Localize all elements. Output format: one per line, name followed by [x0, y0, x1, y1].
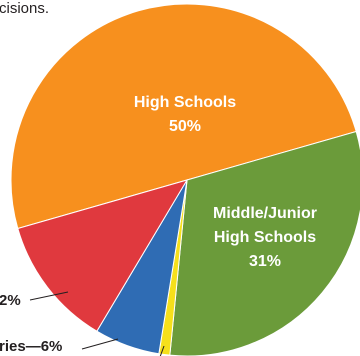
slice-label: Middle/Junior	[213, 205, 317, 222]
pie	[10, 3, 360, 356]
pie-slice	[10, 3, 357, 230]
leader-line	[159, 345, 165, 356]
pie-slice	[169, 130, 360, 356]
slice-label: ries—6%	[0, 338, 62, 355]
slice-label: High Schools	[134, 94, 236, 111]
slice-label: High Schools	[214, 229, 316, 246]
slice-value-label: 31%	[249, 253, 281, 270]
slice-label: 2%	[0, 292, 21, 309]
slice-value-label: 50%	[169, 118, 201, 135]
leader-line	[81, 338, 119, 350]
leader-line	[29, 291, 69, 301]
caption-fragment: cisions.	[0, 0, 49, 17]
